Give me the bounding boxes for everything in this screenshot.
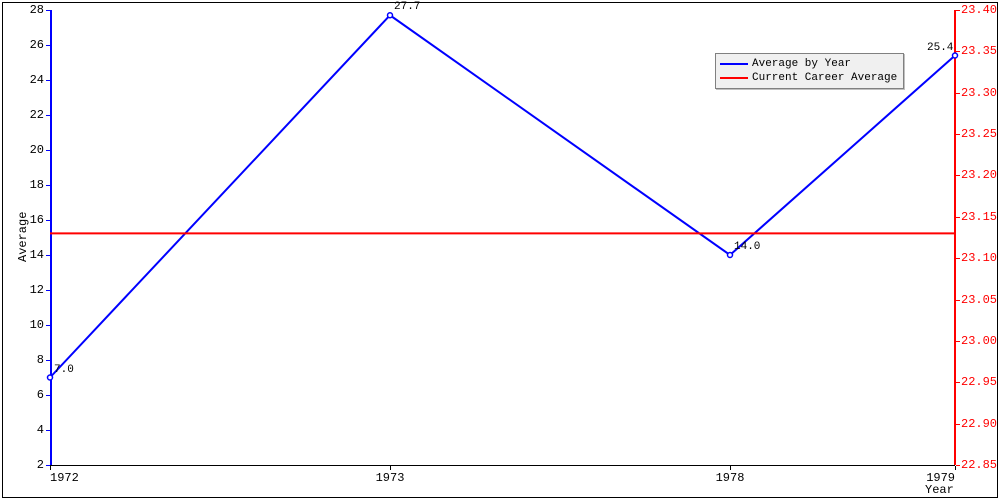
data-point-label: 27.7 bbox=[394, 1, 420, 13]
data-point-label: 14.0 bbox=[734, 241, 760, 253]
legend-label: Average by Year bbox=[752, 58, 851, 70]
series-marker bbox=[48, 375, 53, 380]
data-point-label: 25.4 bbox=[927, 42, 953, 54]
series-marker bbox=[728, 253, 733, 258]
chart-legend: Average by Year Current Career Average bbox=[715, 53, 904, 89]
series-marker bbox=[388, 13, 393, 18]
legend-swatch bbox=[720, 77, 748, 79]
average-by-year-chart: 24681012141618202224262822.8522.9022.952… bbox=[0, 0, 1000, 500]
legend-item: Average by Year bbox=[720, 57, 897, 71]
series-marker bbox=[953, 53, 958, 58]
legend-swatch bbox=[720, 63, 748, 65]
data-point-label: 7.0 bbox=[54, 364, 74, 376]
legend-label: Current Career Average bbox=[752, 72, 897, 84]
legend-item: Current Career Average bbox=[720, 71, 897, 85]
